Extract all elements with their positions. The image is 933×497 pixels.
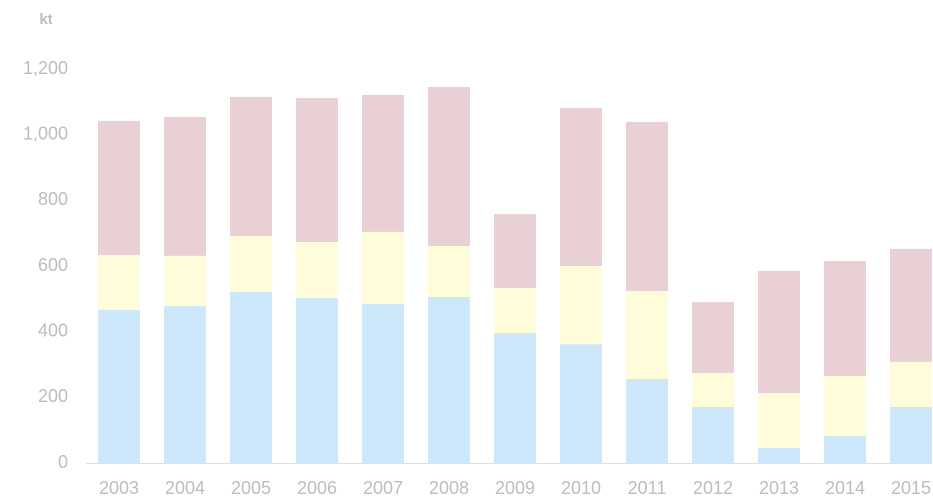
x-tick-label: 2015 bbox=[891, 478, 931, 497]
bar-segment bbox=[362, 231, 404, 305]
bar-segment bbox=[230, 291, 272, 463]
x-tick-label: 2008 bbox=[429, 478, 469, 497]
y-tick-label: 1,200 bbox=[23, 58, 68, 78]
bar-segment bbox=[98, 120, 140, 255]
x-tick-label: 2014 bbox=[825, 478, 865, 497]
y-tick-label: 0 bbox=[58, 452, 68, 472]
x-tick-label: 2004 bbox=[165, 478, 205, 497]
bar-segment bbox=[890, 361, 932, 407]
bar-segment bbox=[560, 266, 602, 345]
bar-segment bbox=[824, 375, 866, 437]
bar-segment bbox=[296, 297, 338, 463]
bar-segment bbox=[626, 121, 668, 291]
bar-segment bbox=[758, 270, 800, 394]
bar-segment bbox=[296, 242, 338, 298]
bar-segment bbox=[98, 254, 140, 310]
y-tick-label: 800 bbox=[38, 189, 68, 209]
bar-segment bbox=[494, 214, 536, 288]
bar-segment bbox=[824, 436, 866, 463]
bar-segment bbox=[98, 309, 140, 463]
bar-segment bbox=[626, 378, 668, 463]
bar-segment bbox=[428, 87, 470, 246]
bar-segment bbox=[164, 306, 206, 463]
bar-segment bbox=[164, 116, 206, 256]
bar-segment bbox=[362, 304, 404, 463]
x-tick-label: 2006 bbox=[297, 478, 337, 497]
x-tick-label: 2009 bbox=[495, 478, 535, 497]
y-tick-label: 200 bbox=[38, 386, 68, 406]
bar-segment bbox=[692, 406, 734, 463]
y-axis-label: kt bbox=[39, 11, 52, 28]
bar-segment bbox=[494, 332, 536, 463]
bar-segment bbox=[692, 302, 734, 374]
x-tick-label: 2010 bbox=[561, 478, 601, 497]
x-tick-label: 2013 bbox=[759, 478, 799, 497]
bar-segment bbox=[164, 255, 206, 307]
x-tick-label: 2005 bbox=[231, 478, 271, 497]
bar-segment bbox=[692, 373, 734, 407]
bar-segment bbox=[824, 261, 866, 376]
x-tick-label: 2003 bbox=[99, 478, 139, 497]
x-tick-label: 2012 bbox=[693, 478, 733, 497]
bar-segment bbox=[428, 245, 470, 297]
y-tick-label: 400 bbox=[38, 320, 68, 340]
bar-segment bbox=[230, 236, 272, 292]
bar-segment bbox=[890, 248, 932, 362]
bar-segment bbox=[560, 344, 602, 463]
bar-segment bbox=[494, 287, 536, 333]
bar-segment bbox=[758, 447, 800, 463]
bar-segment bbox=[362, 94, 404, 232]
bar-segment bbox=[626, 290, 668, 379]
bar-segment bbox=[230, 96, 272, 237]
bar-segment bbox=[296, 97, 338, 243]
bar-segment bbox=[428, 296, 470, 463]
y-tick-label: 1,000 bbox=[23, 123, 68, 143]
y-tick-label: 600 bbox=[38, 255, 68, 275]
x-tick-label: 2007 bbox=[363, 478, 403, 497]
bar-segment bbox=[890, 406, 932, 463]
x-tick-label: 2011 bbox=[628, 478, 667, 497]
bar-segment bbox=[758, 393, 800, 448]
bar-segment bbox=[560, 108, 602, 267]
